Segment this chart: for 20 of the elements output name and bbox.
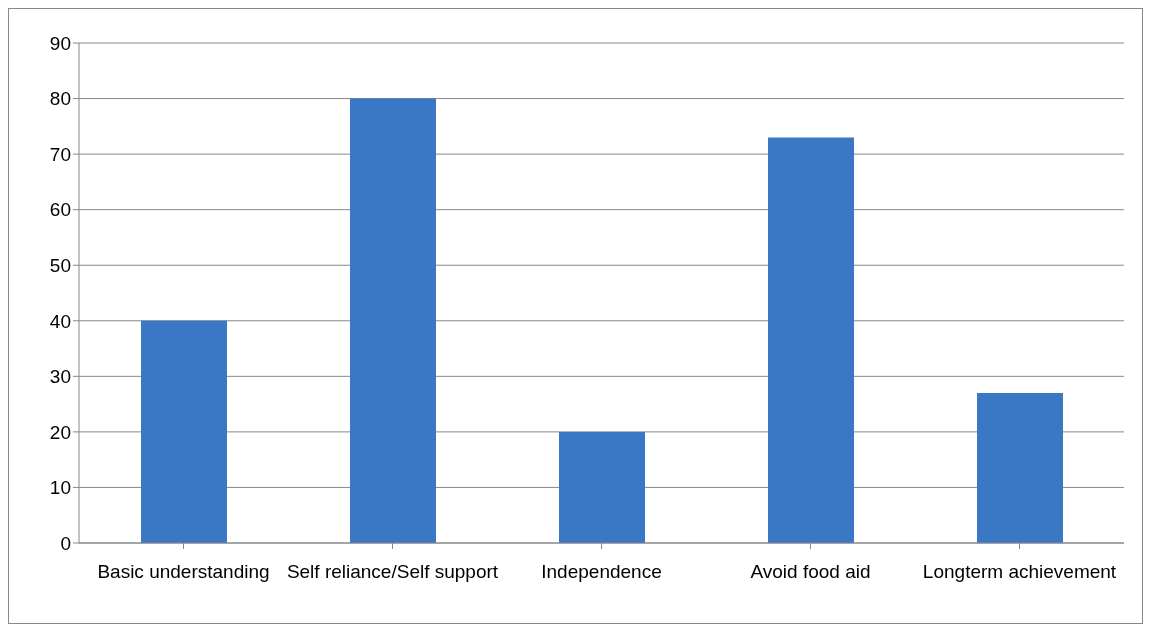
y-tick-label: 40 [49,310,71,332]
y-tick-label: 70 [49,143,71,165]
bar [350,98,436,543]
x-tick-label: Independence [541,561,662,583]
y-tick-label: 10 [49,477,71,499]
y-tick-label: 80 [49,88,71,110]
x-tick-label: Basic understanding [97,561,270,583]
bar [141,320,227,543]
bar [768,137,854,543]
x-tick-label: Longterm achievement [922,561,1117,583]
y-tick-label: 30 [49,366,71,388]
y-tick-label: 0 [60,532,71,554]
y-tick-label: 50 [49,254,71,276]
bar [977,393,1063,543]
y-tick-label: 20 [49,421,71,443]
y-tick-label: 60 [49,199,71,221]
y-tick-label: 90 [49,32,71,54]
bar [559,431,645,543]
x-tick-label: Avoid food aid [750,561,871,583]
x-tick-label: Self reliance/Self support [286,561,499,583]
